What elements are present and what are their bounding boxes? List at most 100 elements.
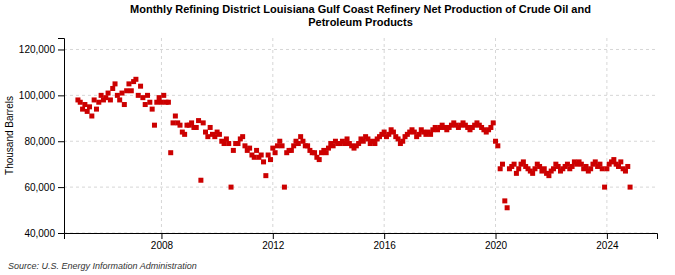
point [537, 164, 542, 169]
point [570, 164, 575, 169]
point [108, 97, 113, 102]
point [143, 102, 148, 107]
point [154, 100, 159, 105]
point [514, 171, 519, 176]
point [85, 109, 90, 114]
x-tick: 2020 [485, 233, 508, 251]
y-tick-label: 40,000 [24, 228, 55, 239]
x-tick: 2024 [596, 233, 619, 251]
point [628, 185, 633, 190]
point [372, 141, 377, 146]
point [604, 166, 609, 171]
point [317, 157, 322, 162]
point [600, 166, 605, 171]
point [194, 125, 199, 130]
grid-line-x [606, 38, 607, 233]
point [296, 141, 301, 146]
point [500, 162, 505, 167]
point [412, 130, 417, 135]
x-tick-label: 2024 [596, 240, 619, 251]
grid-line-y [64, 95, 657, 96]
y-tick-mark [58, 233, 64, 234]
chart-svg: 2008201220162020202440,00060,00080,00010… [0, 0, 675, 275]
grid-line-y [64, 49, 657, 50]
point [516, 166, 521, 171]
x-tick: 2016 [374, 233, 397, 251]
point [106, 91, 111, 96]
point [280, 143, 285, 148]
point [140, 95, 145, 100]
point [493, 139, 498, 144]
point [291, 143, 296, 148]
point [616, 164, 621, 169]
x-tick-mark [496, 233, 497, 239]
x-axis: 20082012201620202024 [65, 233, 658, 251]
point [247, 146, 252, 151]
point [224, 136, 229, 141]
point [212, 134, 217, 139]
point [361, 139, 366, 144]
point [254, 148, 259, 153]
point [113, 81, 118, 86]
point [505, 205, 510, 210]
point [428, 132, 433, 137]
point [502, 198, 507, 203]
point [157, 95, 162, 100]
point [263, 173, 268, 178]
x-tick-label: 2008 [151, 240, 174, 251]
point [365, 136, 370, 141]
point [551, 166, 556, 171]
title: Monthly Refining District Louisiana Gulf… [130, 3, 591, 28]
point [226, 141, 231, 146]
point [611, 157, 616, 162]
point [584, 164, 589, 169]
point [133, 77, 138, 82]
y-tick-mark [58, 141, 64, 142]
point [138, 84, 143, 89]
point [602, 185, 607, 190]
x-tick-mark [273, 233, 274, 239]
y-axis-line [58, 39, 65, 234]
grid-line-x [161, 38, 162, 233]
grid-line-x [495, 38, 496, 233]
point [331, 143, 336, 148]
point [119, 91, 124, 96]
point [345, 136, 350, 141]
point [242, 143, 247, 148]
point [532, 166, 537, 171]
point [268, 157, 273, 162]
point [198, 178, 203, 183]
x-tick-mark [161, 233, 162, 239]
point [126, 81, 131, 86]
point [546, 173, 551, 178]
point [229, 185, 234, 190]
title-line: Monthly Refining District Louisiana Gulf… [130, 3, 591, 15]
point [82, 102, 87, 107]
y-tick-label: 100,000 [19, 90, 56, 101]
point [495, 143, 500, 148]
x-tick-label: 2016 [374, 240, 397, 251]
point [579, 162, 584, 167]
grid-line-x [272, 38, 273, 233]
point [80, 107, 85, 112]
point [136, 93, 141, 98]
point [382, 130, 387, 135]
point [152, 123, 157, 128]
point [623, 169, 628, 174]
y-tick-label: 80,000 [24, 136, 55, 147]
point [259, 153, 264, 158]
point [99, 93, 104, 98]
x-axis-line [65, 234, 658, 240]
point [266, 153, 271, 158]
point [498, 166, 503, 171]
y-axis: 40,00060,00080,000100,000120,000 [19, 39, 65, 239]
point [305, 143, 310, 148]
point [391, 130, 396, 135]
point [386, 132, 391, 137]
point [298, 134, 303, 139]
point [236, 141, 241, 146]
y-tick-mark [58, 95, 64, 96]
point [166, 100, 171, 105]
point [208, 125, 213, 130]
point [145, 93, 150, 98]
